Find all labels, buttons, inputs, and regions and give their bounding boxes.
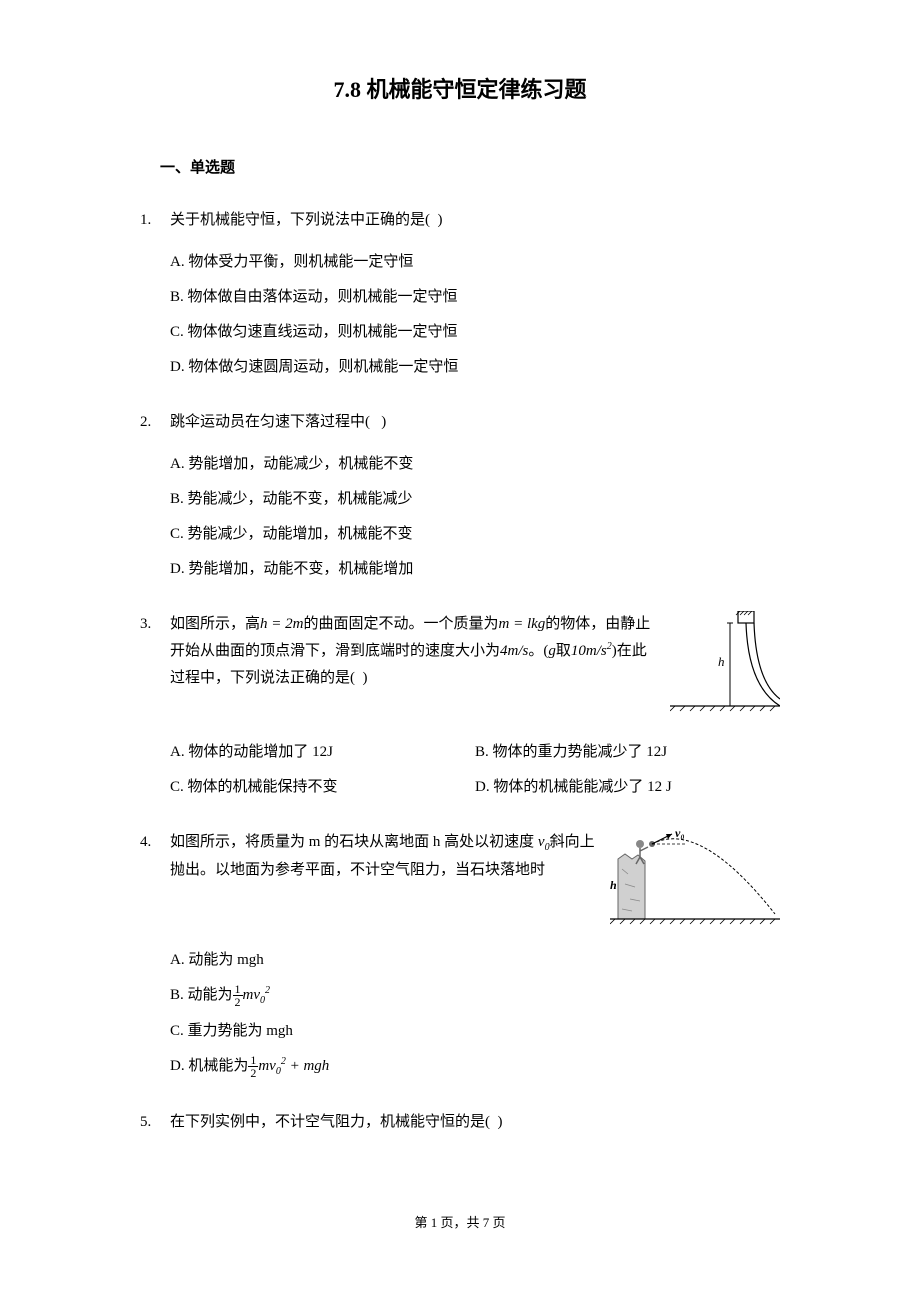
option-b: B. 势能减少，动能不变，机械能减少 <box>170 486 780 513</box>
option-c: C. 物体的机械能保持不变 <box>170 774 475 801</box>
question-text: 跳伞运动员在匀速下落过程中( ) <box>170 409 780 436</box>
q3-text-pre: 如图所示，高 <box>170 616 260 632</box>
q3-formula-h: h = 2m <box>260 616 303 632</box>
option-a: A. 物体的动能增加了 12J <box>170 739 475 766</box>
page-title: 7.8 机械能守恒定律练习题 <box>140 70 780 110</box>
q3-formula-m: m = lkg <box>499 616 546 632</box>
q3-text-mid1: 的曲面固定不动。一个质量为 <box>303 616 498 632</box>
question-text: 关于机械能守恒，下列说法中正确的是( ) <box>170 207 780 234</box>
question-number: 4. <box>140 829 170 1089</box>
q3-formula-v: 4m/s <box>500 643 528 659</box>
question-1: 1. 关于机械能守恒，下列说法中正确的是( ) A. 物体受力平衡，则机械能一定… <box>140 207 780 389</box>
option-a: A. 动能为 mgh <box>170 947 780 974</box>
q4-text-p1: 如图所示，将质量为 m 的石块从离地面 h 高处以初速度 <box>170 834 534 850</box>
option-d: D. 机械能为12mv02 + mgh <box>170 1053 780 1081</box>
curve-diagram-icon: h <box>670 611 780 721</box>
svg-text:h: h <box>718 654 725 669</box>
option-d: D. 物体的机械能能减少了 12 J <box>475 774 780 801</box>
section-header: 一、单选题 <box>160 155 780 182</box>
question-number: 2. <box>140 409 170 591</box>
question-number: 1. <box>140 207 170 389</box>
option-c: C. 重力势能为 mgh <box>170 1018 780 1045</box>
option-d: D. 物体做匀速圆周运动，则机械能一定守恒 <box>170 354 780 381</box>
svg-text:h: h <box>610 878 617 892</box>
question-text: 在下列实例中，不计空气阻力，机械能守恒的是( ) <box>170 1109 780 1136</box>
page-footer: 第 1 页，共 7 页 <box>140 1211 780 1234</box>
question-text: 如图所示，将质量为 m 的石块从离地面 h 高处以初速度 v0斜向上抛出。以地面… <box>170 829 600 884</box>
option-b: B. 物体的重力势能减少了 12J <box>475 739 780 766</box>
q4-v0: v0 <box>538 834 550 850</box>
q3-formula-g-val: 10m/s <box>571 643 607 659</box>
question-text: 如图所示，高h = 2m的曲面固定不动。一个质量为m = lkg的物体，由静止开… <box>170 611 660 692</box>
q3-formula-g-mid: 取 <box>556 643 571 659</box>
option-a: A. 势能增加，动能减少，机械能不变 <box>170 451 780 478</box>
option-b: B. 动能为12mv02 <box>170 982 780 1010</box>
question-number: 3. <box>140 611 170 809</box>
option-b: B. 物体做自由落体运动，则机械能一定守恒 <box>170 284 780 311</box>
option-c: C. 势能减少，动能增加，机械能不变 <box>170 521 780 548</box>
q3-text-mid3: 。( <box>528 643 548 659</box>
question-2: 2. 跳伞运动员在匀速下落过程中( ) A. 势能增加，动能减少，机械能不变 B… <box>140 409 780 591</box>
question-number: 5. <box>140 1109 170 1151</box>
q3-formula-g-pre: g <box>548 643 556 659</box>
option-c: C. 物体做匀速直线运动，则机械能一定守恒 <box>170 319 780 346</box>
option-a: A. 物体受力平衡，则机械能一定守恒 <box>170 249 780 276</box>
option-d: D. 势能增加，动能不变，机械能增加 <box>170 556 780 583</box>
question-5: 5. 在下列实例中，不计空气阻力，机械能守恒的是( ) <box>140 1109 780 1151</box>
throw-diagram-icon: v₀ h <box>610 829 780 929</box>
question-3: 3. 如图所示，高h = 2m的曲面固定不动。一个质量为m = lkg的物体，由… <box>140 611 780 809</box>
svg-text:v₀: v₀ <box>675 829 685 840</box>
question-4: 4. 如图所示，将质量为 m 的石块从离地面 h 高处以初速度 v0斜向上抛出。… <box>140 829 780 1089</box>
